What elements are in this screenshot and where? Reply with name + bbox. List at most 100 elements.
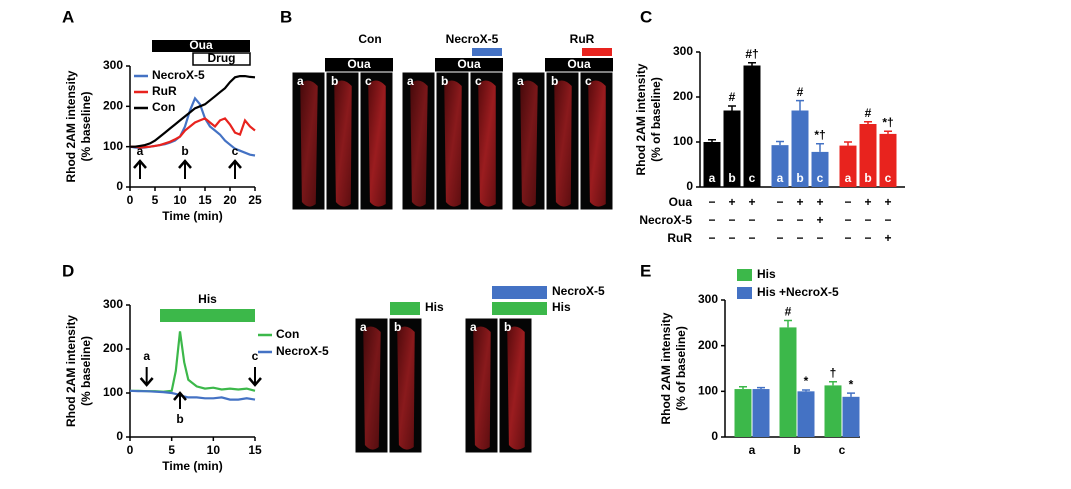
- condition-sign: +: [864, 195, 871, 209]
- cell-image: [363, 326, 381, 450]
- condition-sign: −: [728, 231, 735, 245]
- frame-label: b: [331, 74, 338, 88]
- significance-label: *†: [814, 128, 825, 142]
- condition-sign: −: [864, 231, 871, 245]
- bar: [859, 124, 877, 187]
- significance-label: #†: [745, 47, 758, 61]
- condition-sign: −: [796, 213, 803, 227]
- time-point-label: c: [232, 144, 239, 158]
- category-label: b: [796, 171, 803, 185]
- x-tick-label: 5: [168, 443, 175, 457]
- treatment-label: Drug: [208, 51, 236, 65]
- x-tick-label: 0: [127, 193, 134, 207]
- x-tick-label: 15: [248, 443, 262, 457]
- frame-label: a: [297, 74, 304, 88]
- condition-sign: −: [748, 213, 755, 227]
- frame-label: c: [365, 74, 372, 88]
- condition-sign: −: [796, 231, 803, 245]
- y-tick-label: 300: [673, 44, 693, 58]
- cell-image: [554, 80, 572, 207]
- cell-image: [520, 80, 538, 207]
- x-tick-label: 0: [127, 443, 134, 457]
- condition-sign: +: [816, 213, 823, 227]
- time-point-label: b: [181, 144, 188, 158]
- legend-label: RuR: [152, 84, 177, 98]
- treatment-bar: [390, 302, 420, 315]
- error-bar: [784, 319, 792, 328]
- condition-sign: +: [816, 195, 823, 209]
- x-tick-label: 25: [248, 193, 262, 207]
- y-axis-label: Rhod 2AM intensity: [64, 70, 78, 182]
- legend-label: His: [757, 267, 776, 281]
- legend-swatch: [737, 287, 752, 299]
- y-tick-label: 0: [711, 429, 718, 443]
- y-axis-label: (% of baseline): [674, 326, 688, 411]
- error-bar: [816, 143, 824, 152]
- y-tick-label: 300: [103, 58, 123, 72]
- treatment-bar: [160, 309, 255, 322]
- condition-sign: −: [728, 213, 735, 227]
- error-bar: [757, 386, 765, 390]
- condition-sign: +: [728, 195, 735, 209]
- legend-swatch: [737, 269, 752, 281]
- error-bar: [739, 386, 747, 390]
- treatment-label: Oua: [457, 57, 481, 71]
- cell-image: [473, 326, 491, 450]
- bar: [842, 396, 860, 437]
- category-label: b: [864, 171, 871, 185]
- arrow-head: [228, 159, 242, 169]
- panel-label: B: [280, 7, 292, 26]
- legend-label: Con: [276, 327, 299, 341]
- significance-label: #: [785, 305, 792, 319]
- y-axis-label: Rhod 2AM intensity: [634, 63, 648, 175]
- significance-label: *: [804, 374, 809, 388]
- treatment-bar: [492, 286, 547, 299]
- cell-image: [397, 326, 415, 450]
- condition-sign: +: [884, 195, 891, 209]
- x-tick-label: 10: [207, 443, 221, 457]
- group-title: NecroX-5: [446, 32, 499, 46]
- category-label: c: [749, 171, 756, 185]
- treatment-label: His: [425, 300, 444, 314]
- group-color-bar: [582, 48, 612, 56]
- y-tick-label: 300: [103, 297, 123, 311]
- y-tick-label: 0: [116, 429, 123, 443]
- category-label: c: [817, 171, 824, 185]
- treatment-label: Oua: [567, 57, 591, 71]
- error-bar: [829, 380, 837, 386]
- condition-sign: −: [844, 231, 851, 245]
- frame-label: a: [407, 74, 414, 88]
- time-point-label: b: [176, 412, 183, 426]
- arrow-head: [139, 377, 154, 387]
- arrow-head: [173, 391, 187, 401]
- bar: [797, 391, 815, 437]
- condition-label: Oua: [669, 195, 693, 209]
- y-axis-label: (% of baseline): [649, 77, 663, 162]
- condition-sign: −: [776, 213, 783, 227]
- frame-label: b: [441, 74, 448, 88]
- category-label: c: [885, 171, 892, 185]
- frame-label: b: [504, 320, 511, 334]
- condition-sign: −: [708, 213, 715, 227]
- x-tick-label: b: [793, 443, 800, 457]
- time-point-label: a: [143, 349, 150, 363]
- arrow-head: [248, 377, 262, 387]
- treatment-bar: [545, 58, 613, 72]
- cell-image: [444, 80, 462, 207]
- treatment-bar: [192, 52, 251, 66]
- treatment-label: His: [552, 300, 571, 314]
- bar: [879, 133, 897, 187]
- category-label: b: [728, 171, 735, 185]
- condition-sign: −: [844, 213, 851, 227]
- y-tick-label: 100: [103, 139, 123, 153]
- panel-label: E: [640, 261, 651, 280]
- condition-sign: −: [776, 195, 783, 209]
- condition-sign: −: [816, 231, 823, 245]
- bar: [734, 389, 752, 437]
- condition-sign: −: [748, 231, 755, 245]
- error-bar: [844, 141, 852, 146]
- error-bar: [708, 139, 716, 142]
- legend-label: Con: [152, 100, 175, 114]
- y-tick-label: 200: [103, 99, 123, 113]
- series-line: [130, 117, 256, 149]
